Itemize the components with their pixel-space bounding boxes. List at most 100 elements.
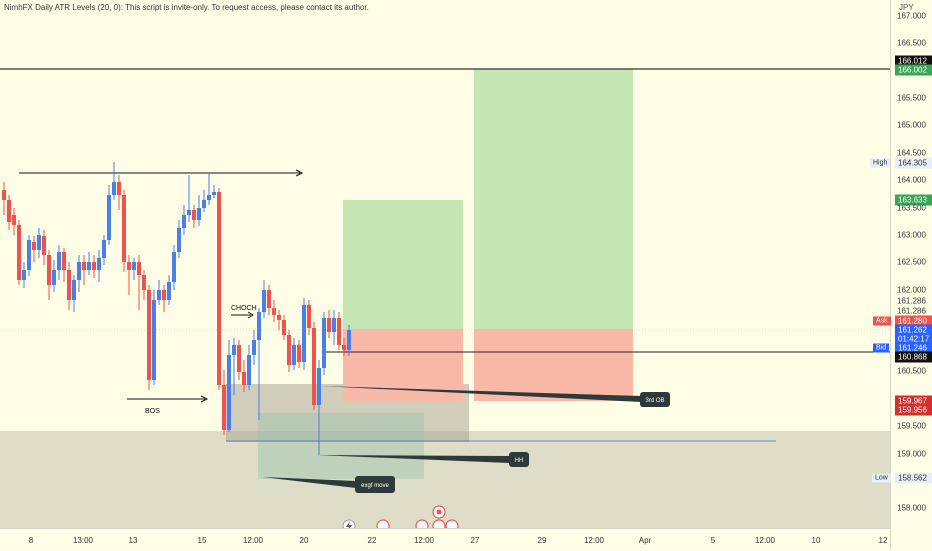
- candle-body: [157, 290, 161, 300]
- candle-body: [202, 200, 206, 208]
- loss-zone-2: [474, 329, 633, 401]
- candle-body: [137, 262, 141, 275]
- top-line-tag: 166.012: [895, 55, 932, 67]
- red-flag-icon[interactable]: [432, 519, 446, 528]
- price-label: 161.286: [897, 296, 926, 306]
- candle-body: [142, 275, 146, 290]
- price-label: 163.000: [897, 230, 926, 240]
- candle-body: [92, 262, 96, 270]
- candle-body: [262, 290, 266, 312]
- green-level-tag: 163.633: [895, 194, 932, 206]
- callout-hh-text: HH: [515, 458, 524, 464]
- candle-body: [7, 200, 11, 222]
- candle-body: [172, 252, 176, 282]
- ask-tag: 161.280: [895, 315, 932, 327]
- candle-body: [127, 262, 131, 270]
- time-label: 8: [28, 536, 34, 545]
- time-axis[interactable]: 8 13:00 13 15 12:00 20 22 12:00 27 29 12…: [0, 528, 890, 551]
- candle-body: [37, 235, 41, 250]
- candle-body: [22, 270, 26, 280]
- candle-body: [17, 225, 21, 280]
- candle-body: [317, 368, 321, 405]
- candle-body: [312, 328, 316, 405]
- callout-hh[interactable]: [509, 452, 529, 467]
- time-label: 13: [128, 536, 138, 545]
- candle-body: [232, 345, 236, 355]
- high-tag: 164.305: [895, 157, 932, 169]
- time-label: 12:00: [242, 536, 264, 545]
- price-label: 166.500: [897, 38, 926, 48]
- red-flag-icon[interactable]: [376, 519, 390, 528]
- candle-body: [237, 345, 241, 372]
- candle-body: [247, 355, 251, 385]
- candle-body: [222, 385, 226, 430]
- choch-arrow-head: [247, 311, 254, 319]
- currency-label: JPY: [899, 3, 914, 12]
- candle-body: [107, 195, 111, 240]
- candle-body: [182, 215, 186, 228]
- candle-body: [2, 190, 6, 200]
- candle-body: [42, 236, 46, 255]
- candle-body: [327, 318, 331, 332]
- countdown-tag: 01:42:17: [895, 333, 932, 345]
- red-dot: [436, 509, 442, 515]
- red-flag-icon[interactable]: [445, 519, 459, 528]
- bos-label: BOS: [145, 408, 160, 415]
- candle-body: [322, 318, 326, 368]
- indicator-header: NimhFX Daily ATR Levels (20, 0): This sc…: [4, 3, 369, 12]
- candle-body: [292, 345, 296, 365]
- black-level-tag: 160.868: [895, 351, 932, 363]
- candle-body: [32, 242, 36, 250]
- candle-body: [282, 320, 286, 335]
- price-axis[interactable]: JPY 167.000 166.500 165.500 165.000 164.…: [890, 0, 932, 550]
- time-label: 27: [470, 536, 480, 545]
- time-label: 12: [878, 536, 888, 545]
- red-flag-icon[interactable]: [415, 519, 429, 528]
- candle-body: [337, 318, 341, 345]
- callout-tail-exgf: [262, 477, 356, 488]
- price-label: 160.500: [897, 366, 926, 376]
- price-label: 159.000: [897, 449, 926, 459]
- price-chart[interactable]: BOS CHOCH 3rd OB HH exgf move: [0, 0, 890, 528]
- candle-body: [307, 305, 311, 328]
- candle-body: [197, 208, 201, 220]
- candle-body: [67, 270, 71, 300]
- lightning-glyph: [346, 521, 352, 528]
- profit-zone-2: [474, 69, 633, 329]
- time-label: 15: [197, 536, 207, 545]
- candle-body: [207, 195, 211, 200]
- price-label: 167.000: [897, 11, 926, 21]
- candle-body: [217, 192, 221, 385]
- current-price-tag: 161.262: [895, 324, 932, 336]
- red-level-tag-a: 159.967: [895, 395, 932, 407]
- callout-tail-3rd-ob: [320, 386, 642, 402]
- candle-body: [332, 318, 336, 332]
- candle-body: [227, 355, 231, 430]
- bid-tag: 161.246: [895, 342, 932, 354]
- candle-body: [62, 252, 66, 270]
- bos-arrow-head: [200, 395, 209, 403]
- candle-body: [162, 290, 166, 300]
- candlestick-series: [2, 162, 351, 455]
- low-side-label: Low: [872, 473, 891, 483]
- price-label: 162.500: [897, 257, 926, 267]
- candle-body: [122, 195, 126, 262]
- candle-body: [132, 262, 136, 270]
- time-label: 20: [299, 536, 309, 545]
- candle-body: [152, 300, 156, 380]
- candle-body: [212, 192, 216, 195]
- red-level-tag-b: 159.956: [895, 404, 932, 416]
- candle-body: [72, 280, 76, 300]
- candle-body: [77, 262, 81, 280]
- low-tag: 158.562: [895, 472, 932, 484]
- price-label: 165.500: [897, 93, 926, 103]
- candle-body: [287, 335, 291, 365]
- candle-body: [302, 305, 306, 362]
- time-label: 10: [811, 536, 821, 545]
- callout-3rd-ob-text: 3rd OB: [645, 398, 664, 404]
- candle-body: [187, 210, 191, 215]
- time-label: 5: [710, 536, 716, 545]
- callout-exgf[interactable]: [355, 476, 395, 493]
- candle-body: [27, 240, 31, 270]
- callout-3rd-ob[interactable]: [640, 392, 670, 407]
